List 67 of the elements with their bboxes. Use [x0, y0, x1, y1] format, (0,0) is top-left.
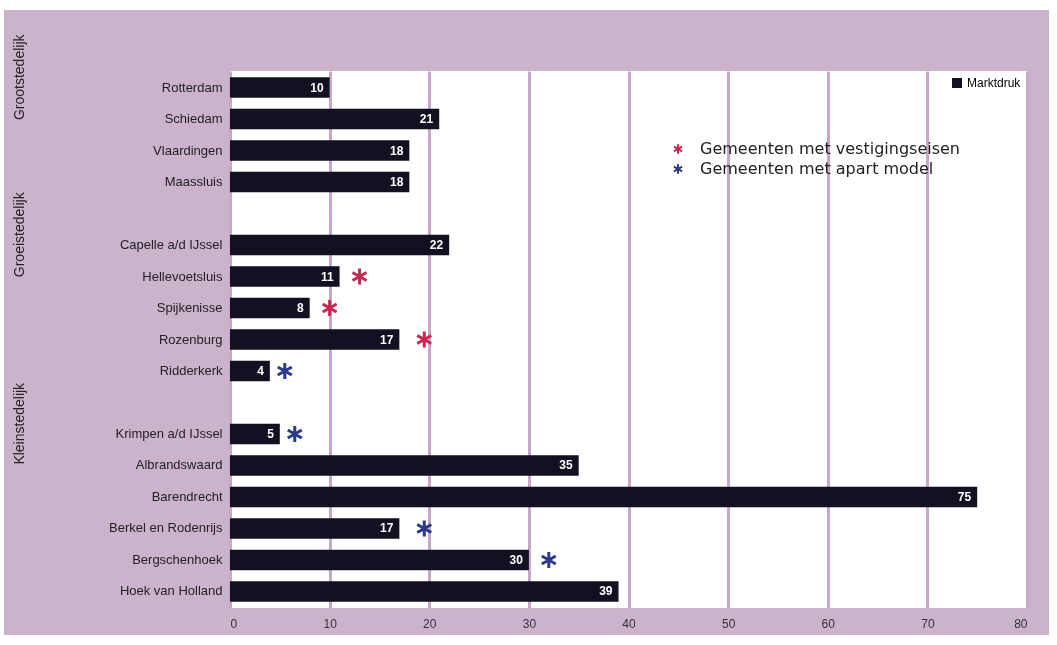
bar [230, 234, 450, 256]
legend-label: Gemeenten met apart model [700, 159, 934, 178]
point [276, 361, 294, 381]
y-tick-label: Rotterdam [161, 79, 223, 95]
bar [230, 171, 410, 193]
data-label: 75 [957, 489, 972, 504]
bar [230, 518, 400, 539]
point [286, 424, 304, 444]
x-tick-label: 70 [921, 616, 935, 631]
y-tick-label: Krimpen a/d IJssel [115, 425, 223, 441]
data-label: 17 [380, 521, 394, 536]
x-tick-label: 20 [423, 616, 437, 631]
x-tick-label: 10 [323, 616, 338, 631]
bar [230, 140, 410, 161]
data-label: 10 [310, 80, 324, 95]
y-tick-label: Albrandswaard [135, 457, 223, 473]
y-tick-label: Hellevoetsluis [142, 268, 223, 284]
point [540, 550, 558, 570]
point [415, 518, 433, 539]
bar [230, 266, 340, 287]
point [415, 329, 433, 350]
text: Groeistedelijk [11, 191, 27, 278]
bar [230, 108, 440, 130]
data-label: 18 [389, 175, 404, 190]
y-tick-label: Rozenburg [158, 331, 223, 347]
x-tick-label: 40 [622, 616, 636, 631]
y-tick-label: Berkel en Rodenrijs [109, 520, 223, 536]
bar [230, 423, 280, 445]
data-label: 30 [509, 552, 524, 567]
x-tick-label: 30 [522, 616, 537, 631]
y-tick-label: Vlaardingen [153, 142, 223, 158]
text: Grootstedelijk [11, 33, 27, 121]
data-label: 35 [559, 458, 573, 473]
y-tick-label: Ridderkerk [159, 363, 223, 378]
x-tick-label: 50 [721, 616, 736, 631]
legend-label: Gemeenten met vestigingseisen [700, 139, 960, 158]
bar [230, 297, 310, 319]
bar [230, 486, 978, 508]
data-label: 11 [320, 269, 334, 284]
y-tick-label: Maassluis [164, 174, 223, 190]
x-tick-label: 0 [230, 616, 238, 631]
y-tick-label: Schiedam [164, 111, 223, 127]
point [351, 266, 369, 287]
text: Kleinstedelijk [11, 381, 27, 465]
y-tick-label: Barendrecht [151, 488, 223, 504]
y-tick-label: Capelle a/d IJssel [119, 237, 223, 253]
bar [230, 455, 579, 476]
bar [230, 549, 529, 571]
x-tick-label: 80 [1014, 616, 1028, 631]
data-label: 5 [267, 426, 275, 441]
legend-label: Marktdruk [967, 76, 1022, 90]
data-label: 8 [297, 301, 305, 315]
data-label: 21 [419, 112, 434, 127]
data-label: 39 [599, 584, 613, 599]
data-label: 17 [380, 332, 394, 347]
bar [230, 329, 400, 350]
y-tick-label: Spijkenisse [156, 300, 223, 315]
bar [230, 360, 270, 382]
data-label: 22 [429, 238, 444, 253]
bar [230, 77, 330, 98]
bar [230, 581, 619, 602]
data-label: 18 [389, 143, 404, 158]
y-tick-label: Hoek van Holland [119, 583, 223, 599]
data-label: 4 [257, 364, 265, 378]
point [321, 298, 339, 318]
x-tick-label: 60 [821, 616, 836, 631]
y-tick-label: Bergschenhoek [132, 551, 223, 567]
